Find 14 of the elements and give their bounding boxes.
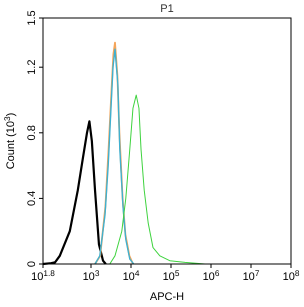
y-tick-label: 1.5 (26, 10, 38, 26)
x-tick-label: 10$^{4}$ (122, 268, 140, 283)
y-tick-label: 0 (26, 260, 38, 268)
chart-title: P1 (160, 3, 174, 15)
y-tick-label: 1.2 (26, 60, 38, 75)
x-tick-label: 10$^{6}$ (202, 268, 220, 283)
x-tick-label: 10$^{5}$ (162, 268, 180, 283)
x-axis-title: APC-H (150, 291, 184, 303)
x-tick-label: 10$^{7}$ (242, 268, 260, 283)
x-tick-label: 10$^{1.8}$ (31, 268, 56, 283)
x-tick-label: 10$^{3}$ (82, 268, 100, 283)
y-tick-label: 0.8 (26, 125, 38, 140)
y-tick-label: 0.4 (26, 190, 38, 206)
x-tick-label: 10$^{8}$ (282, 268, 300, 283)
